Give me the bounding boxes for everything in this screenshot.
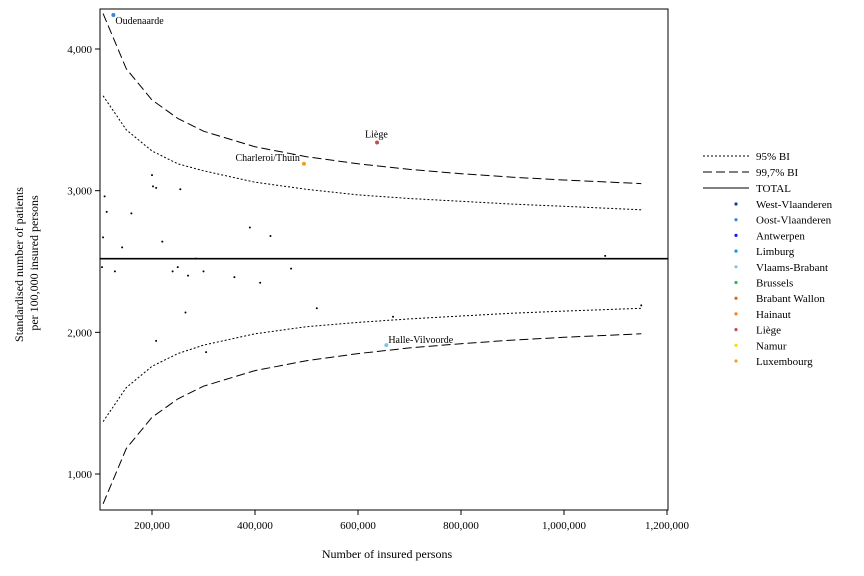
data-point (176, 266, 179, 269)
y-tick-label: 4,000 (67, 44, 92, 56)
legend-point-swatch (734, 312, 738, 316)
legend-label: Antwerpen (756, 230, 805, 242)
point-label: Charleroi/Thuin (235, 153, 299, 164)
data-point (103, 195, 106, 198)
data-point (151, 174, 153, 177)
point-label: Oudenaarde (115, 16, 164, 27)
legend-label: Hainaut (756, 309, 791, 321)
data-point (105, 210, 108, 213)
legend-point-swatch (734, 343, 738, 347)
data-point (640, 304, 643, 307)
data-point (202, 270, 205, 273)
point-label: Liège (365, 130, 388, 141)
data-point (101, 266, 104, 269)
data-point (161, 240, 164, 243)
data-point (187, 274, 190, 277)
data-point (392, 315, 395, 318)
legend-label: Limburg (756, 246, 795, 258)
legend-point-swatch (734, 328, 738, 332)
y-tick-label: 1,000 (67, 469, 92, 481)
data-point (233, 276, 236, 279)
data-point (171, 270, 174, 273)
legend: 95% BI 99,7% BI TOTAL West-Vlaanderen Oost-V… (703, 151, 833, 368)
data-points (101, 13, 643, 354)
lower-99-7-limit (102, 333, 642, 504)
upper-95-limit (102, 95, 642, 211)
data-point (155, 186, 158, 189)
x-tick-label: 200,000 (134, 520, 170, 532)
x-tick-label: 600,000 (340, 520, 376, 532)
upper-99-7-limit (102, 13, 642, 185)
legend-label: Luxembourg (756, 356, 813, 368)
legend-point-swatch (734, 359, 738, 363)
x-tick-label: 1,000,000 (542, 520, 587, 532)
legend-label: West-Vlaanderen (756, 199, 833, 211)
x-tick-label: 1,200,000 (645, 520, 690, 532)
data-point (102, 236, 105, 239)
highlighted-point (384, 343, 389, 348)
lower-95-limit (102, 307, 642, 422)
legend-label: 95% BI (756, 151, 790, 163)
legend-label: Namur (756, 340, 787, 352)
data-point (290, 267, 293, 270)
legend-point-swatch (734, 249, 738, 253)
data-point (315, 307, 318, 310)
legend-label: 99,7% BI (756, 167, 799, 179)
data-point (121, 246, 124, 249)
y-tick-label: 3,000 (67, 186, 92, 198)
data-point (205, 351, 208, 354)
legend-label: Liège (756, 325, 781, 337)
point-annotations: Oudenaarde Charleroi/Thuin Liège Halle-Vilv… (115, 16, 453, 346)
legend-label: Brabant Wallon (756, 293, 825, 305)
legend-point-swatch (734, 218, 738, 222)
control-limit-curves (102, 13, 642, 504)
x-axis: 200,000 400,000 600,000 800,000 1,000,000 1,2… (134, 510, 690, 532)
x-tick-label: 800,000 (443, 520, 479, 532)
legend-label: Oost-Vlaanderen (756, 215, 832, 227)
highlighted-point (375, 140, 380, 145)
legend-point-swatch (734, 296, 738, 300)
data-point (269, 235, 272, 237)
legend-label: TOTAL (756, 183, 791, 195)
data-point (248, 226, 251, 229)
data-point (194, 257, 197, 260)
x-axis-title: Number of insured persons (322, 547, 453, 561)
data-point (179, 188, 182, 191)
legend-point-swatch (734, 265, 738, 269)
data-point (259, 281, 262, 284)
legend-point-swatch (734, 233, 738, 237)
y-axis: 1,000 2,000 3,000 4,000 (67, 44, 100, 481)
y-tick-label: 2,000 (67, 327, 92, 339)
data-point (113, 270, 116, 273)
legend-point-swatch (734, 202, 738, 206)
legend-label: Vlaams-Brabant (756, 262, 828, 274)
x-tick-label: 400,000 (237, 520, 273, 532)
plot-frame (99, 8, 669, 511)
highlighted-point (111, 13, 116, 17)
y-axis-title: Standardised number of patients per 100,… (12, 184, 41, 342)
data-point (184, 311, 187, 314)
legend-label: Brussels (756, 278, 793, 290)
data-point (155, 339, 158, 342)
y-axis-title-line-1: Standardised number of patients (12, 187, 26, 342)
point-label: Halle-Vilvoorde (388, 335, 453, 346)
data-point (152, 185, 155, 188)
y-axis-title-line-2: per 100,000 insured persons (27, 195, 41, 331)
data-point (130, 212, 133, 215)
data-point (604, 254, 607, 257)
legend-point-swatch (734, 280, 738, 285)
highlighted-point (301, 161, 306, 166)
